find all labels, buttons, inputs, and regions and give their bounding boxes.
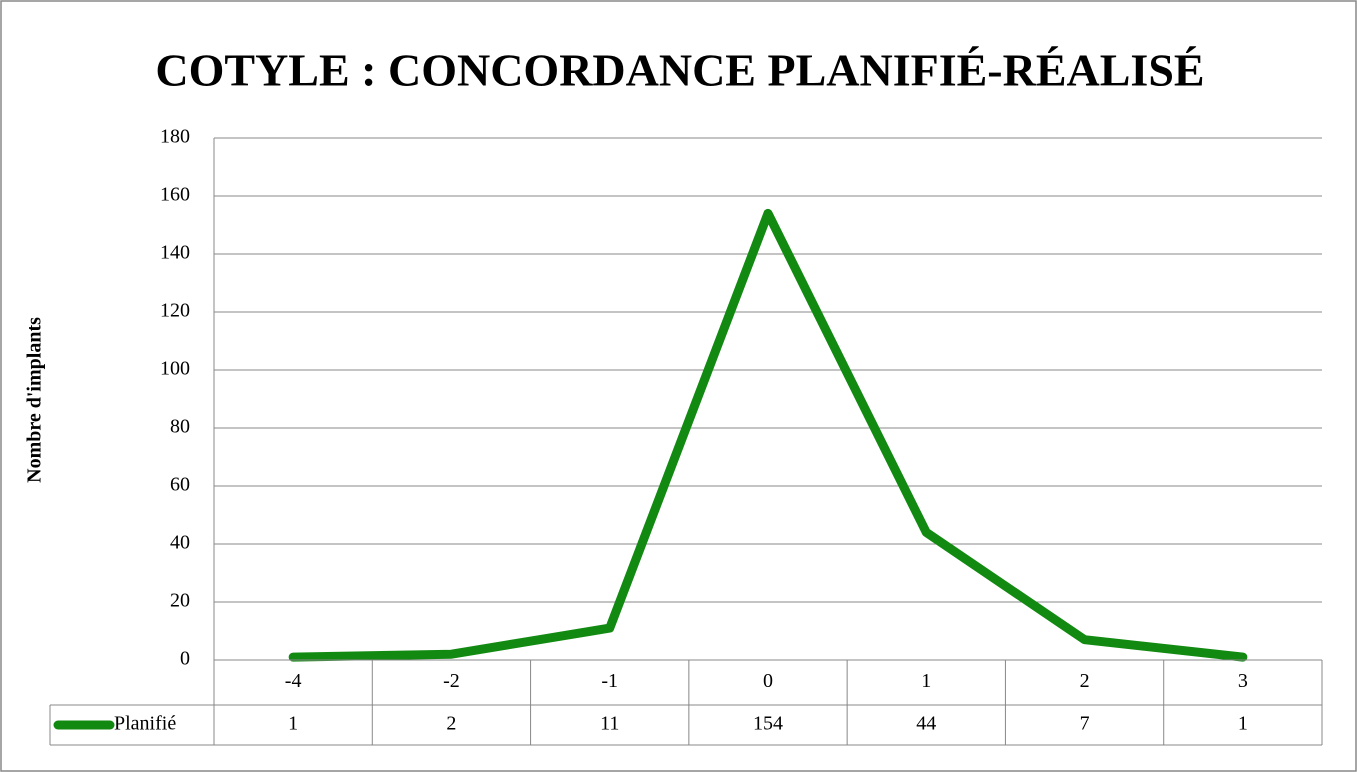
chart-title: COTYLE : CONCORDANCE PLANIFIÉ-RÉALISÉ: [155, 45, 1204, 96]
y-tick-label: 20: [170, 590, 190, 612]
y-tick-label: 40: [170, 532, 190, 554]
y-tick-label: 80: [170, 416, 190, 438]
table-value: 11: [600, 713, 619, 735]
x-tick-label: 2: [1080, 670, 1090, 692]
x-tick-label: 0: [763, 670, 773, 692]
y-tick-label: 120: [160, 300, 190, 322]
table-value: 1: [1238, 713, 1248, 735]
table-value: 154: [753, 713, 783, 735]
y-tick-label: 160: [160, 184, 190, 206]
x-tick-label: 3: [1238, 670, 1248, 692]
y-tick-label: 180: [160, 126, 190, 148]
y-tick-label: 60: [170, 474, 190, 496]
x-tick-label: 1: [921, 670, 931, 692]
data-line: [288, 208, 1248, 662]
table-value: 44: [916, 713, 936, 735]
y-tick-label: 100: [160, 358, 190, 380]
y-tick-label: 0: [180, 648, 190, 670]
y-axis-label: Nombre d'implants: [24, 317, 46, 483]
legend-label: Planifié: [114, 713, 176, 735]
y-tick-label: 140: [160, 242, 190, 264]
table-value: 1: [288, 713, 298, 735]
x-tick-label: -4: [285, 670, 302, 692]
table-value: 7: [1080, 713, 1090, 735]
x-tick-label: -2: [443, 670, 460, 692]
x-tick-label: -1: [601, 670, 618, 692]
table-value: 2: [446, 713, 456, 735]
